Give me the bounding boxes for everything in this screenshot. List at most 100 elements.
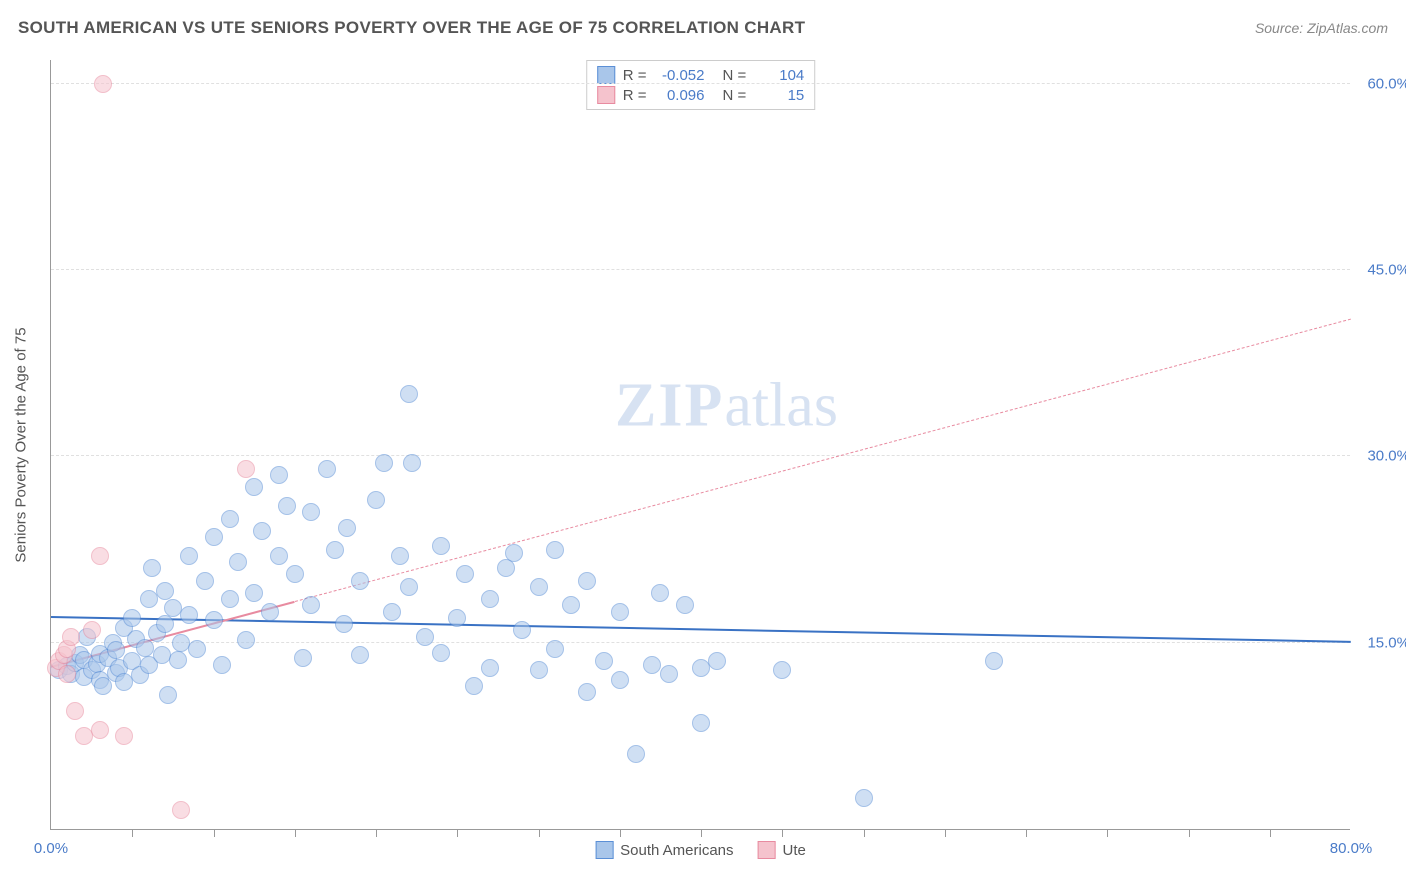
data-point: [188, 640, 206, 658]
data-point: [58, 665, 76, 683]
r-label: R =: [623, 87, 647, 104]
stats-row: R =0.096N =15: [597, 85, 805, 105]
x-tick: [1189, 829, 1190, 837]
data-point: [351, 646, 369, 664]
data-point: [229, 553, 247, 571]
data-point: [245, 478, 263, 496]
legend-swatch: [595, 841, 613, 859]
data-point: [481, 590, 499, 608]
data-point: [302, 503, 320, 521]
x-tick: [782, 829, 783, 837]
data-point: [123, 609, 141, 627]
x-tick-label: 0.0%: [34, 840, 68, 857]
x-tick: [620, 829, 621, 837]
data-point: [416, 628, 434, 646]
data-point: [221, 510, 239, 528]
data-point: [546, 541, 564, 559]
x-tick: [1026, 829, 1027, 837]
data-point: [115, 727, 133, 745]
x-tick: [376, 829, 377, 837]
data-point: [107, 641, 125, 659]
data-point: [302, 596, 320, 614]
data-point: [400, 385, 418, 403]
legend-item: Ute: [758, 841, 806, 859]
y-tick-label: 15.0%: [1367, 634, 1406, 651]
data-point: [213, 656, 231, 674]
data-point: [62, 628, 80, 646]
data-point: [375, 454, 393, 472]
data-point: [156, 615, 174, 633]
data-point: [530, 661, 548, 679]
data-point: [91, 721, 109, 739]
trend-line: [295, 319, 1351, 603]
data-point: [513, 621, 531, 639]
data-point: [611, 603, 629, 621]
y-tick-label: 30.0%: [1367, 448, 1406, 465]
x-tick: [1107, 829, 1108, 837]
data-point: [505, 544, 523, 562]
x-tick: [945, 829, 946, 837]
data-point: [611, 671, 629, 689]
data-point: [338, 519, 356, 537]
r-value: -0.052: [655, 67, 705, 84]
data-point: [94, 677, 112, 695]
data-point: [367, 491, 385, 509]
data-point: [627, 745, 645, 763]
data-point: [221, 590, 239, 608]
legend-swatch: [597, 86, 615, 104]
data-point: [708, 652, 726, 670]
data-point: [651, 584, 669, 602]
x-tick: [701, 829, 702, 837]
data-point: [855, 789, 873, 807]
gridline: [51, 455, 1350, 456]
data-point: [400, 578, 418, 596]
watermark-zip: ZIP: [615, 372, 724, 440]
data-point: [351, 572, 369, 590]
data-point: [205, 611, 223, 629]
gridline: [51, 83, 1350, 84]
data-point: [318, 460, 336, 478]
data-point: [294, 649, 312, 667]
data-point: [156, 582, 174, 600]
x-tick: [457, 829, 458, 837]
data-point: [169, 651, 187, 669]
r-label: R =: [623, 67, 647, 84]
legend-item: South Americans: [595, 841, 733, 859]
data-point: [261, 603, 279, 621]
data-point: [253, 522, 271, 540]
data-point: [578, 683, 596, 701]
data-point: [286, 565, 304, 583]
watermark: ZIPatlas: [615, 371, 838, 442]
data-point: [383, 603, 401, 621]
data-point: [403, 454, 421, 472]
y-tick-label: 60.0%: [1367, 75, 1406, 92]
x-tick: [132, 829, 133, 837]
data-point: [643, 656, 661, 674]
data-point: [456, 565, 474, 583]
data-point: [140, 590, 158, 608]
plot-area: Seniors Poverty Over the Age of 75 ZIPat…: [50, 60, 1350, 830]
data-point: [448, 609, 466, 627]
correlation-stats-box: R =-0.052N =104R =0.096N =15: [586, 60, 816, 110]
x-tick-label: 80.0%: [1330, 840, 1373, 857]
data-point: [432, 644, 450, 662]
data-point: [270, 466, 288, 484]
n-label: N =: [723, 67, 747, 84]
y-tick-label: 45.0%: [1367, 262, 1406, 279]
chart-header: SOUTH AMERICAN VS UTE SENIORS POVERTY OV…: [18, 18, 1388, 38]
data-point: [676, 596, 694, 614]
data-point: [237, 460, 255, 478]
data-point: [159, 686, 177, 704]
data-point: [205, 528, 223, 546]
watermark-atlas: atlas: [724, 372, 838, 440]
n-value: 104: [754, 67, 804, 84]
data-point: [180, 606, 198, 624]
data-point: [530, 578, 548, 596]
data-point: [172, 801, 190, 819]
x-tick: [1270, 829, 1271, 837]
n-label: N =: [723, 87, 747, 104]
data-point: [546, 640, 564, 658]
x-tick: [864, 829, 865, 837]
r-value: 0.096: [655, 87, 705, 104]
legend-swatch: [758, 841, 776, 859]
